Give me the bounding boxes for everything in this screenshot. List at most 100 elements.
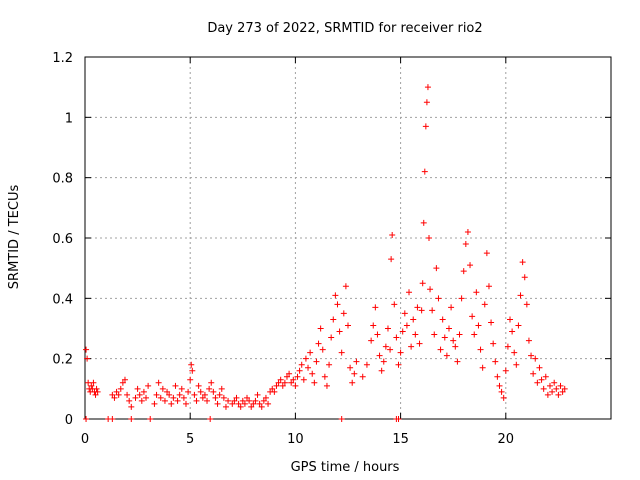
data-point <box>502 367 509 374</box>
data-point <box>207 416 214 422</box>
data-point <box>551 379 558 386</box>
data-point <box>376 352 383 359</box>
data-point <box>517 292 524 299</box>
x-tick-label: 5 <box>186 432 194 447</box>
data-point <box>271 388 278 395</box>
data-point <box>161 397 168 404</box>
data-point <box>485 283 492 290</box>
data-point <box>462 241 469 248</box>
data-point <box>513 361 520 368</box>
data-point <box>241 400 248 407</box>
data-point <box>423 99 430 106</box>
data-point <box>380 358 387 365</box>
data-point <box>340 310 347 317</box>
data-point <box>410 316 417 323</box>
data-point <box>426 235 433 241</box>
data-point <box>345 322 351 329</box>
data-point <box>421 168 428 175</box>
data-point <box>319 346 326 353</box>
data-points <box>83 84 568 422</box>
data-point <box>187 376 194 383</box>
x-tick-label: 10 <box>287 432 304 447</box>
data-point <box>549 388 556 395</box>
data-point <box>393 334 400 341</box>
data-point <box>132 394 139 401</box>
data-point <box>260 397 267 404</box>
data-point <box>214 400 221 407</box>
data-point <box>231 397 238 404</box>
data-point <box>220 394 227 401</box>
data-point <box>166 391 173 398</box>
y-tick-label: 0.6 <box>52 232 73 247</box>
data-point <box>225 397 232 404</box>
data-point <box>460 268 467 275</box>
data-point <box>85 379 92 386</box>
plot-frame <box>84 56 612 420</box>
data-point <box>159 385 166 392</box>
data-point <box>145 382 152 389</box>
data-point <box>239 397 246 404</box>
data-point <box>334 301 341 308</box>
data-point <box>519 259 526 266</box>
data-point <box>368 337 375 344</box>
data-point <box>536 364 543 371</box>
data-point <box>185 388 192 395</box>
data-point <box>498 388 505 395</box>
data-point <box>176 391 183 398</box>
data-point <box>204 397 211 404</box>
data-point <box>388 256 395 263</box>
data-point <box>283 373 290 380</box>
data-point <box>294 373 301 380</box>
data-point <box>456 331 463 338</box>
data-point <box>351 370 358 377</box>
data-point <box>309 370 316 377</box>
data-point <box>273 382 280 389</box>
x-axis-label: GPS time / hours <box>291 460 400 475</box>
data-point <box>540 385 547 392</box>
data-point <box>443 352 450 359</box>
data-point <box>542 373 549 380</box>
data-point <box>164 388 171 395</box>
data-point <box>254 391 261 398</box>
data-point <box>212 394 219 401</box>
y-tick-label: 0 <box>65 413 73 428</box>
data-point <box>172 382 179 389</box>
data-point <box>111 394 118 401</box>
data-point <box>504 343 511 350</box>
data-point <box>317 325 324 332</box>
data-point <box>494 373 501 380</box>
data-point <box>338 416 345 422</box>
data-point <box>244 394 251 401</box>
data-point <box>277 376 284 383</box>
data-point <box>458 295 465 302</box>
data-point <box>235 400 242 407</box>
data-point <box>201 391 208 398</box>
data-point <box>178 385 185 392</box>
data-point <box>252 397 259 404</box>
data-point <box>323 382 330 389</box>
data-point <box>195 382 202 389</box>
data-point <box>128 416 135 422</box>
data-point <box>188 361 195 368</box>
data-point <box>477 346 484 353</box>
data-point <box>397 349 404 356</box>
data-point <box>153 391 160 398</box>
data-point <box>414 304 421 311</box>
data-point <box>509 328 516 335</box>
data-point <box>336 328 343 335</box>
data-point <box>88 382 95 389</box>
data-point <box>359 373 366 380</box>
data-point <box>109 416 116 422</box>
data-point <box>488 319 495 326</box>
data-point <box>435 295 442 302</box>
x-tick-label: 15 <box>392 432 409 447</box>
data-point <box>307 349 314 356</box>
data-point <box>296 367 303 374</box>
data-point <box>490 340 497 347</box>
data-point <box>349 379 356 386</box>
data-point <box>117 385 124 392</box>
y-tick-label: 0.2 <box>52 353 73 368</box>
data-point <box>193 397 200 404</box>
data-point <box>439 316 446 323</box>
data-point <box>384 325 391 332</box>
